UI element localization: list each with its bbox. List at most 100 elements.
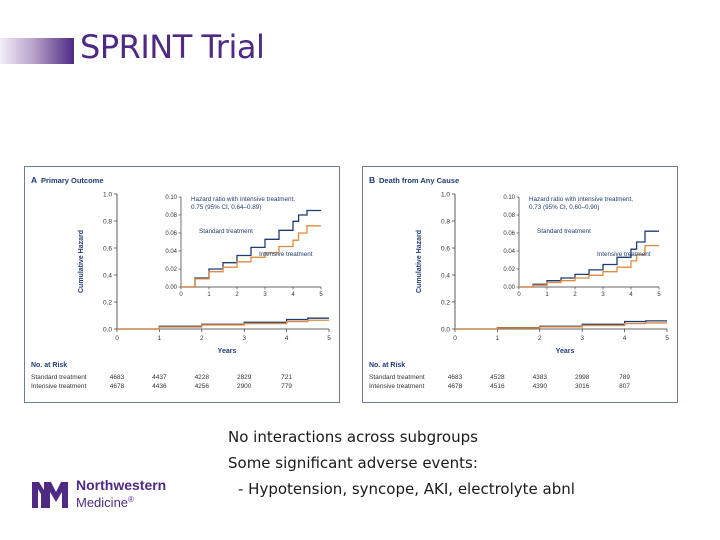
northwestern-medicine-logo: Northwestern Medicine® xyxy=(30,474,190,514)
risk-cell: 4383 xyxy=(533,374,548,381)
y-tick-label: 0.4 xyxy=(441,273,450,280)
bullet-item: Some significant adverse events: xyxy=(228,454,478,472)
y-axis-label: Cumulative Hazard xyxy=(78,230,85,293)
risk-table-heading: No. at Risk xyxy=(369,362,405,369)
panel-letter: A xyxy=(31,175,37,185)
inset-y-tick-label: 0.02 xyxy=(503,267,515,273)
risk-cell: 4683 xyxy=(448,374,463,381)
hazard-ratio-annotation: Hazard ratio with intensive treatment, xyxy=(529,196,633,203)
panel-title: Death from Any Cause xyxy=(379,176,459,185)
inset-label-standard: Standard treatment xyxy=(537,228,591,235)
logo-text-medicine: Medicine® xyxy=(76,495,134,510)
inset-x-tick-label: 2 xyxy=(573,292,577,298)
x-tick-label: 0 xyxy=(453,335,457,342)
inset-y-tick-label: 0.04 xyxy=(165,249,177,255)
death-any-cause-chart: B Death from Any Cause 0.0 0.2 0.4 0.6 0.8 1.0 0… xyxy=(369,175,669,390)
inset-x-tick-label: 3 xyxy=(601,292,605,298)
y-tick-label: 1.0 xyxy=(103,192,112,199)
hazard-ratio-annotation: Hazard ratio with intensive treatment, xyxy=(191,196,295,203)
inset-series-standard-line xyxy=(181,209,321,288)
inset-y-tick-label: 0.00 xyxy=(503,285,515,291)
inset-series-intensive-line xyxy=(519,244,659,288)
x-tick-label: 5 xyxy=(665,335,669,342)
risk-cell: 4228 xyxy=(195,374,210,381)
risk-cell: 4437 xyxy=(152,374,167,381)
inset-x-tick-label: 1 xyxy=(207,292,211,298)
inset-y-tick-label: 0.08 xyxy=(503,213,515,219)
risk-cell: 2900 xyxy=(237,383,252,390)
inset-x-tick-label: 0 xyxy=(179,292,183,298)
risk-cell: 3016 xyxy=(575,383,590,390)
y-tick-label: 0.4 xyxy=(103,273,112,280)
inset-x-tick-label: 5 xyxy=(657,292,661,298)
y-tick-label: 0.8 xyxy=(103,219,112,226)
risk-cell: 721 xyxy=(281,374,292,381)
x-tick-label: 5 xyxy=(327,335,331,342)
y-tick-label: 0.0 xyxy=(103,327,112,334)
panel-letter: B xyxy=(369,175,375,185)
inset-label-intensive: Intensive treatment xyxy=(597,251,651,258)
risk-cell: 4390 xyxy=(533,383,548,390)
x-tick-label: 3 xyxy=(242,335,246,342)
x-tick-label: 2 xyxy=(538,335,542,342)
inset-label-intensive: Intensive treatment xyxy=(259,251,313,258)
x-tick-label: 0 xyxy=(115,335,119,342)
inset-x-tick-label: 5 xyxy=(319,292,323,298)
inset-x-tick-label: 2 xyxy=(235,292,239,298)
x-tick-label: 1 xyxy=(158,335,162,342)
risk-table-heading: No. at Risk xyxy=(31,362,67,369)
y-tick-label: 0.8 xyxy=(441,219,450,226)
series-intensive-line xyxy=(455,322,667,330)
inset-y-tick-label: 0.06 xyxy=(503,231,515,237)
risk-row-label: Intensive treatment xyxy=(369,383,424,390)
inset-y-tick-label: 0.10 xyxy=(165,195,177,201)
risk-cell: 4436 xyxy=(152,383,167,390)
y-tick-label: 0.6 xyxy=(441,246,450,253)
inset-label-standard: Standard treatment xyxy=(199,228,253,235)
x-tick-label: 4 xyxy=(623,335,627,342)
chart-panel-primary-outcome: A Primary Outcome 0.0 0.2 0.4 0.6 0.8 1.0 0 1 2 3 4 5… xyxy=(24,166,340,403)
y-axis-label: Cumulative Hazard xyxy=(416,230,423,293)
series-intensive-line xyxy=(117,319,329,330)
x-axis-label: Years xyxy=(556,348,575,355)
inset-x-tick-label: 0 xyxy=(517,292,521,298)
nm-monogram-icon xyxy=(32,482,68,508)
risk-cell: 2998 xyxy=(575,374,590,381)
risk-cell: 2829 xyxy=(237,374,252,381)
inset-x-tick-label: 1 xyxy=(545,292,549,298)
inset-y-tick-label: 0.08 xyxy=(165,213,177,219)
risk-cell: 4678 xyxy=(110,383,125,390)
bullet-item: - Hypotension, syncope, AKI, electrolyte… xyxy=(238,480,575,498)
inset-x-tick-label: 4 xyxy=(629,292,633,298)
bullet-item: No interactions across subgroups xyxy=(228,428,478,446)
risk-cell: 779 xyxy=(281,383,292,390)
hazard-ratio-annotation: 0.73 (95% CI, 0.60–0.90) xyxy=(529,204,599,211)
risk-row-label: Intensive treatment xyxy=(31,383,86,390)
risk-cell: 4683 xyxy=(110,374,125,381)
x-tick-label: 3 xyxy=(580,335,584,342)
series-standard-line xyxy=(117,317,329,330)
risk-cell: 4678 xyxy=(448,383,463,390)
logo-text-northwestern: Northwestern xyxy=(76,477,167,493)
y-tick-label: 0.2 xyxy=(103,300,112,307)
inset-y-tick-label: 0.02 xyxy=(165,267,177,273)
x-axis-label: Years xyxy=(218,348,237,355)
series-standard-line xyxy=(455,320,667,330)
inset-x-tick-label: 4 xyxy=(291,292,295,298)
y-tick-label: 0.0 xyxy=(441,327,450,334)
risk-cell: 807 xyxy=(619,383,630,390)
risk-cell: 4528 xyxy=(490,374,505,381)
slide-title: SPRINT Trial xyxy=(80,28,265,66)
inset-x-tick-label: 3 xyxy=(263,292,267,298)
inset-y-tick-label: 0.04 xyxy=(503,249,515,255)
inset-y-tick-label: 0.06 xyxy=(165,231,177,237)
panel-title: Primary Outcome xyxy=(41,176,104,185)
risk-row-label: Standard treatment xyxy=(31,374,87,381)
y-tick-label: 0.6 xyxy=(103,246,112,253)
bullet-list: No interactions across subgroups Some si… xyxy=(228,424,575,502)
primary-outcome-chart: A Primary Outcome 0.0 0.2 0.4 0.6 0.8 1.0 0 1 2 3 4 5… xyxy=(31,175,331,390)
inset-y-tick-label: 0.10 xyxy=(503,195,515,201)
y-tick-label: 0.2 xyxy=(441,300,450,307)
risk-cell: 789 xyxy=(619,374,630,381)
risk-cell: 4516 xyxy=(490,383,505,390)
